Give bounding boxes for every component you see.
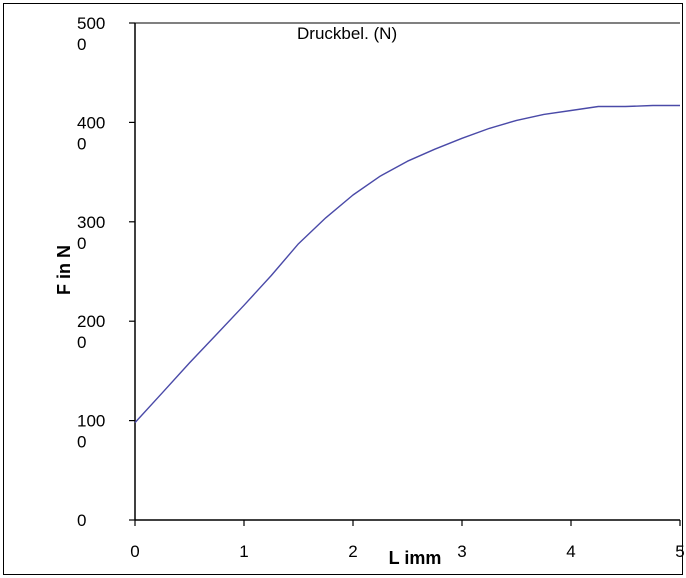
legend: Druckbel. (N): [297, 24, 397, 43]
y-tick-label: 0: [77, 511, 86, 530]
series-line: [134, 104, 680, 424]
y-tick-label: 200: [77, 312, 105, 331]
x-tick-label: 2: [348, 542, 357, 561]
x-axis-label: L imm: [389, 548, 442, 568]
y-axis-label: F in N: [54, 245, 74, 295]
x-tick-label: 3: [457, 542, 466, 561]
ticks: 0 100 0 200 0 300 0 400 0 500 0 0 1 2 3 4 5: [77, 14, 685, 561]
y-tick-label-continuation: 0: [77, 35, 86, 54]
legend-series-name: Druckbel. (N): [297, 24, 397, 43]
y-tick-label-continuation: 0: [77, 333, 86, 352]
y-tick-label: 400: [77, 113, 105, 132]
y-tick-label: 100: [77, 412, 105, 431]
chart-frame: [3, 3, 683, 575]
y-tick-label-continuation: 0: [77, 134, 86, 153]
x-tick-label: 0: [130, 542, 139, 561]
y-tick-label: 500: [77, 14, 105, 33]
y-tick-label: 300: [77, 213, 105, 232]
x-tick-label: 4: [566, 542, 575, 561]
y-tick-label-continuation: 0: [77, 433, 86, 452]
y-tick-label-continuation: 0: [77, 234, 86, 253]
series-layer: [134, 104, 680, 424]
x-tick-label: 1: [239, 542, 248, 561]
x-tick-label: 5: [675, 542, 684, 561]
